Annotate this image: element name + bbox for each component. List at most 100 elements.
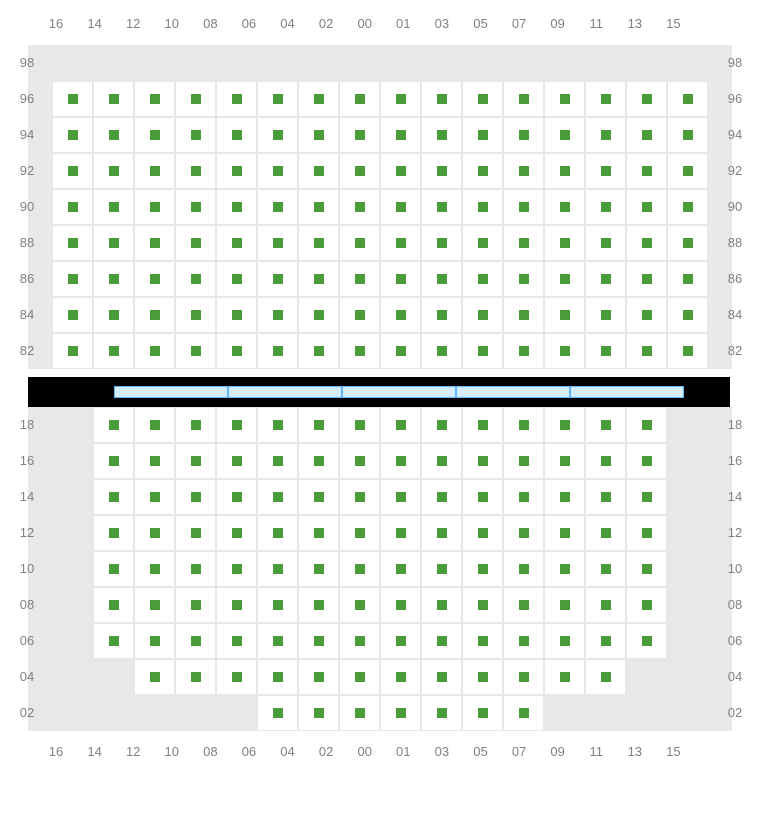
seat-cell[interactable] [544,81,585,117]
seat-cell[interactable] [380,81,421,117]
seat-cell[interactable] [626,587,667,623]
seat-cell[interactable] [134,153,175,189]
seat-cell[interactable] [380,695,421,731]
seat-cell[interactable] [421,659,462,695]
seat-cell[interactable] [544,623,585,659]
seat-cell[interactable] [93,297,134,333]
seat-cell[interactable] [462,153,503,189]
seat-cell[interactable] [216,333,257,369]
seat-cell[interactable] [421,407,462,443]
seat-cell[interactable] [585,587,626,623]
seat-cell[interactable] [380,117,421,153]
seat-cell[interactable] [175,551,216,587]
seat-cell[interactable] [257,551,298,587]
seat-cell[interactable] [339,695,380,731]
seat-cell[interactable] [339,333,380,369]
seat-cell[interactable] [257,297,298,333]
seat-cell[interactable] [585,297,626,333]
seat-cell[interactable] [585,261,626,297]
seat-cell[interactable] [380,333,421,369]
seat-cell[interactable] [503,515,544,551]
seat-cell[interactable] [585,623,626,659]
seat-cell[interactable] [216,407,257,443]
seat-cell[interactable] [462,81,503,117]
seat-cell[interactable] [585,117,626,153]
seat-cell[interactable] [298,407,339,443]
seat-cell[interactable] [503,587,544,623]
seat-cell[interactable] [93,443,134,479]
seat-cell[interactable] [503,659,544,695]
seat-cell[interactable] [380,551,421,587]
seat-cell[interactable] [380,587,421,623]
seat-cell[interactable] [421,297,462,333]
seat-cell[interactable] [298,479,339,515]
seat-cell[interactable] [298,515,339,551]
seat-cell[interactable] [93,189,134,225]
seat-cell[interactable] [175,261,216,297]
seat-cell[interactable] [93,479,134,515]
seat-cell[interactable] [380,225,421,261]
seat-cell[interactable] [380,479,421,515]
seat-cell[interactable] [585,659,626,695]
seat-cell[interactable] [667,333,708,369]
seat-cell[interactable] [175,225,216,261]
seat-cell[interactable] [216,587,257,623]
seat-cell[interactable] [380,623,421,659]
seat-cell[interactable] [339,407,380,443]
seat-cell[interactable] [667,297,708,333]
seat-cell[interactable] [380,261,421,297]
seat-cell[interactable] [503,153,544,189]
seat-cell[interactable] [421,261,462,297]
seat-cell[interactable] [421,333,462,369]
seat-cell[interactable] [544,297,585,333]
seat-cell[interactable] [175,587,216,623]
seat-cell[interactable] [298,443,339,479]
seat-cell[interactable] [380,189,421,225]
seat-cell[interactable] [175,443,216,479]
seat-cell[interactable] [134,623,175,659]
seat-cell[interactable] [626,297,667,333]
seat-cell[interactable] [257,443,298,479]
seat-cell[interactable] [421,587,462,623]
seat-cell[interactable] [380,407,421,443]
seat-cell[interactable] [585,515,626,551]
seat-cell[interactable] [585,81,626,117]
seat-cell[interactable] [626,189,667,225]
seat-cell[interactable] [339,659,380,695]
seat-cell[interactable] [626,261,667,297]
seat-cell[interactable] [175,297,216,333]
seat-cell[interactable] [93,551,134,587]
seat-cell[interactable] [421,225,462,261]
seat-cell[interactable] [339,225,380,261]
seat-cell[interactable] [462,623,503,659]
seat-cell[interactable] [339,515,380,551]
seat-cell[interactable] [257,515,298,551]
seat-cell[interactable] [93,81,134,117]
seat-cell[interactable] [626,479,667,515]
seat-cell[interactable] [298,623,339,659]
seat-cell[interactable] [257,117,298,153]
seat-cell[interactable] [421,551,462,587]
seat-cell[interactable] [216,297,257,333]
seat-cell[interactable] [257,659,298,695]
seat-cell[interactable] [257,333,298,369]
seat-cell[interactable] [134,659,175,695]
seat-cell[interactable] [339,117,380,153]
seat-cell[interactable] [544,479,585,515]
seat-cell[interactable] [134,333,175,369]
seat-cell[interactable] [52,261,93,297]
seat-cell[interactable] [421,443,462,479]
seat-cell[interactable] [544,407,585,443]
seat-cell[interactable] [175,515,216,551]
seat-cell[interactable] [503,225,544,261]
seat-cell[interactable] [380,297,421,333]
seat-cell[interactable] [503,479,544,515]
seat-cell[interactable] [585,333,626,369]
seat-cell[interactable] [298,189,339,225]
seat-cell[interactable] [626,623,667,659]
seat-cell[interactable] [667,153,708,189]
seat-cell[interactable] [380,515,421,551]
seat-cell[interactable] [503,695,544,731]
seat-cell[interactable] [298,261,339,297]
seat-cell[interactable] [52,189,93,225]
